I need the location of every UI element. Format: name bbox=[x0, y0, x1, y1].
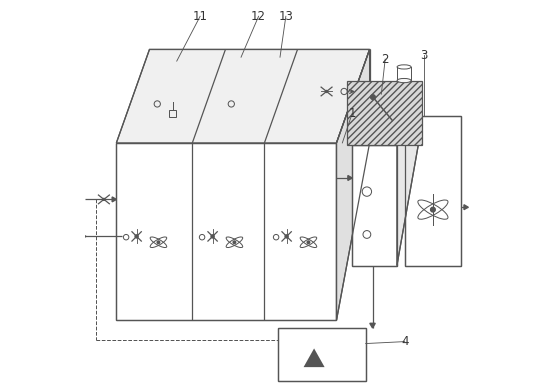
Text: 3: 3 bbox=[421, 49, 428, 62]
Polygon shape bbox=[337, 49, 370, 320]
Ellipse shape bbox=[397, 65, 411, 69]
Text: 4: 4 bbox=[401, 335, 408, 348]
Circle shape bbox=[103, 198, 105, 200]
Circle shape bbox=[325, 90, 328, 92]
Ellipse shape bbox=[397, 79, 411, 83]
Circle shape bbox=[371, 95, 375, 99]
Text: 2: 2 bbox=[381, 53, 389, 66]
Text: 13: 13 bbox=[278, 10, 293, 23]
Polygon shape bbox=[352, 83, 418, 145]
Polygon shape bbox=[348, 176, 352, 180]
Polygon shape bbox=[464, 205, 468, 210]
Polygon shape bbox=[352, 145, 397, 265]
Polygon shape bbox=[82, 234, 86, 239]
Circle shape bbox=[211, 235, 214, 238]
Polygon shape bbox=[116, 49, 370, 143]
Polygon shape bbox=[304, 348, 325, 367]
Circle shape bbox=[233, 241, 236, 244]
Text: 1: 1 bbox=[348, 107, 356, 120]
Circle shape bbox=[135, 235, 138, 238]
Polygon shape bbox=[112, 197, 116, 202]
Circle shape bbox=[307, 241, 310, 244]
Text: 12: 12 bbox=[251, 10, 266, 23]
Text: 11: 11 bbox=[193, 10, 208, 23]
Circle shape bbox=[157, 241, 160, 244]
Polygon shape bbox=[397, 83, 418, 265]
Polygon shape bbox=[370, 323, 375, 328]
Polygon shape bbox=[347, 81, 422, 145]
Circle shape bbox=[285, 235, 288, 238]
Polygon shape bbox=[278, 328, 366, 380]
Circle shape bbox=[431, 207, 435, 212]
Bar bbox=[169, 110, 176, 117]
Polygon shape bbox=[116, 143, 337, 320]
Polygon shape bbox=[405, 116, 461, 265]
